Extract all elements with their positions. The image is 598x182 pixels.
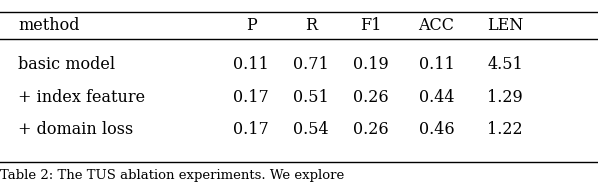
Text: ACC: ACC <box>419 17 454 34</box>
Text: basic model: basic model <box>18 56 115 73</box>
Text: R: R <box>305 17 317 34</box>
Text: 0.26: 0.26 <box>353 121 389 138</box>
Text: 0.51: 0.51 <box>293 89 329 106</box>
Text: LEN: LEN <box>487 17 523 34</box>
Text: 0.11: 0.11 <box>233 56 269 73</box>
Text: Table 2: The TUS ablation experiments. We explore: Table 2: The TUS ablation experiments. W… <box>0 169 344 182</box>
Text: 0.17: 0.17 <box>233 89 269 106</box>
Text: 0.44: 0.44 <box>419 89 454 106</box>
Text: 0.54: 0.54 <box>293 121 329 138</box>
Text: 1.22: 1.22 <box>487 121 523 138</box>
Text: P: P <box>246 17 257 34</box>
Text: + index feature: + index feature <box>18 89 145 106</box>
Text: F1: F1 <box>360 17 382 34</box>
Text: 0.19: 0.19 <box>353 56 389 73</box>
Text: method: method <box>18 17 80 34</box>
Text: 4.51: 4.51 <box>487 56 523 73</box>
Text: 0.26: 0.26 <box>353 89 389 106</box>
Text: 0.71: 0.71 <box>293 56 329 73</box>
Text: 1.29: 1.29 <box>487 89 523 106</box>
Text: + domain loss: + domain loss <box>18 121 133 138</box>
Text: 0.17: 0.17 <box>233 121 269 138</box>
Text: 0.46: 0.46 <box>419 121 454 138</box>
Text: 0.11: 0.11 <box>419 56 454 73</box>
